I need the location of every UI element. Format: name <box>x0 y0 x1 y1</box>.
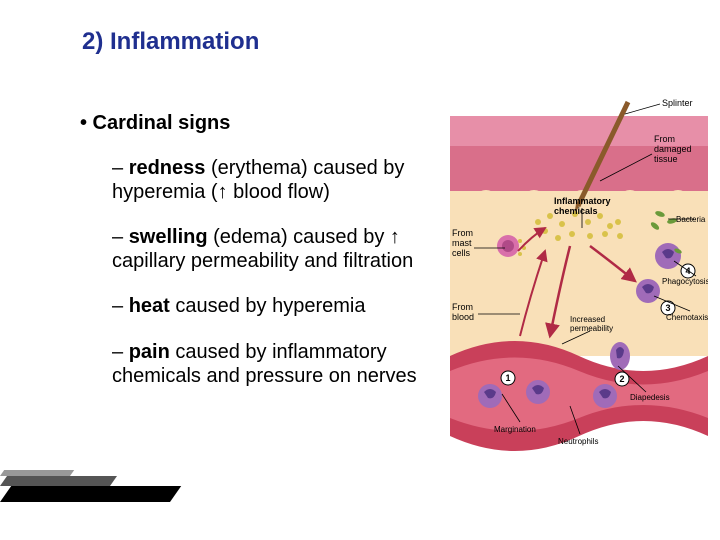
step-2: 2 <box>619 374 624 384</box>
label-phagocytosis: Phagocytosis <box>662 277 708 286</box>
diagram-svg: 1 2 3 4 <box>450 96 708 452</box>
dash: – <box>112 157 129 179</box>
dash: – <box>112 295 129 317</box>
term-pain: pain <box>129 341 170 363</box>
desc-heat: caused by hyperemia <box>170 295 366 317</box>
dash: – <box>112 341 129 363</box>
sign-pain: – pain caused by inflammatory chemicals … <box>112 341 420 388</box>
slide: 2) Inflammation • Cardinal signs – redne… <box>0 0 720 540</box>
dash: – <box>112 226 129 248</box>
step-1: 1 <box>505 373 510 383</box>
label-mast: Frommastcells <box>452 228 473 258</box>
label-blood: Fromblood <box>452 302 474 322</box>
term-swelling: swelling <box>129 226 208 248</box>
slide-title: 2) Inflammation <box>82 28 259 56</box>
sign-heat: – heat caused by hyperemia <box>112 295 420 319</box>
label-diapedesis: Diapedesis <box>630 393 670 402</box>
label-chemotaxis: Chemotaxis <box>666 313 708 322</box>
term-heat: heat <box>129 295 170 317</box>
label-bacteria: Bacteria <box>676 215 706 224</box>
slide-decor <box>0 454 180 502</box>
label-neutrophils: Neutrophils <box>558 437 598 446</box>
bullet-cardinal-signs: • Cardinal signs <box>80 112 420 135</box>
sign-redness: – redness (erythema) caused by hyperemia… <box>112 157 420 204</box>
sign-swelling: – swelling (edema) caused by ↑ capillary… <box>112 226 420 273</box>
step-3: 3 <box>665 303 670 313</box>
label-margination: Margination <box>494 425 536 434</box>
label-splinter: Splinter <box>662 98 693 108</box>
content-block: • Cardinal signs – redness (erythema) ca… <box>72 112 420 410</box>
inflammation-diagram: 1 2 3 4 <box>450 96 708 452</box>
term-redness: redness <box>129 157 206 179</box>
